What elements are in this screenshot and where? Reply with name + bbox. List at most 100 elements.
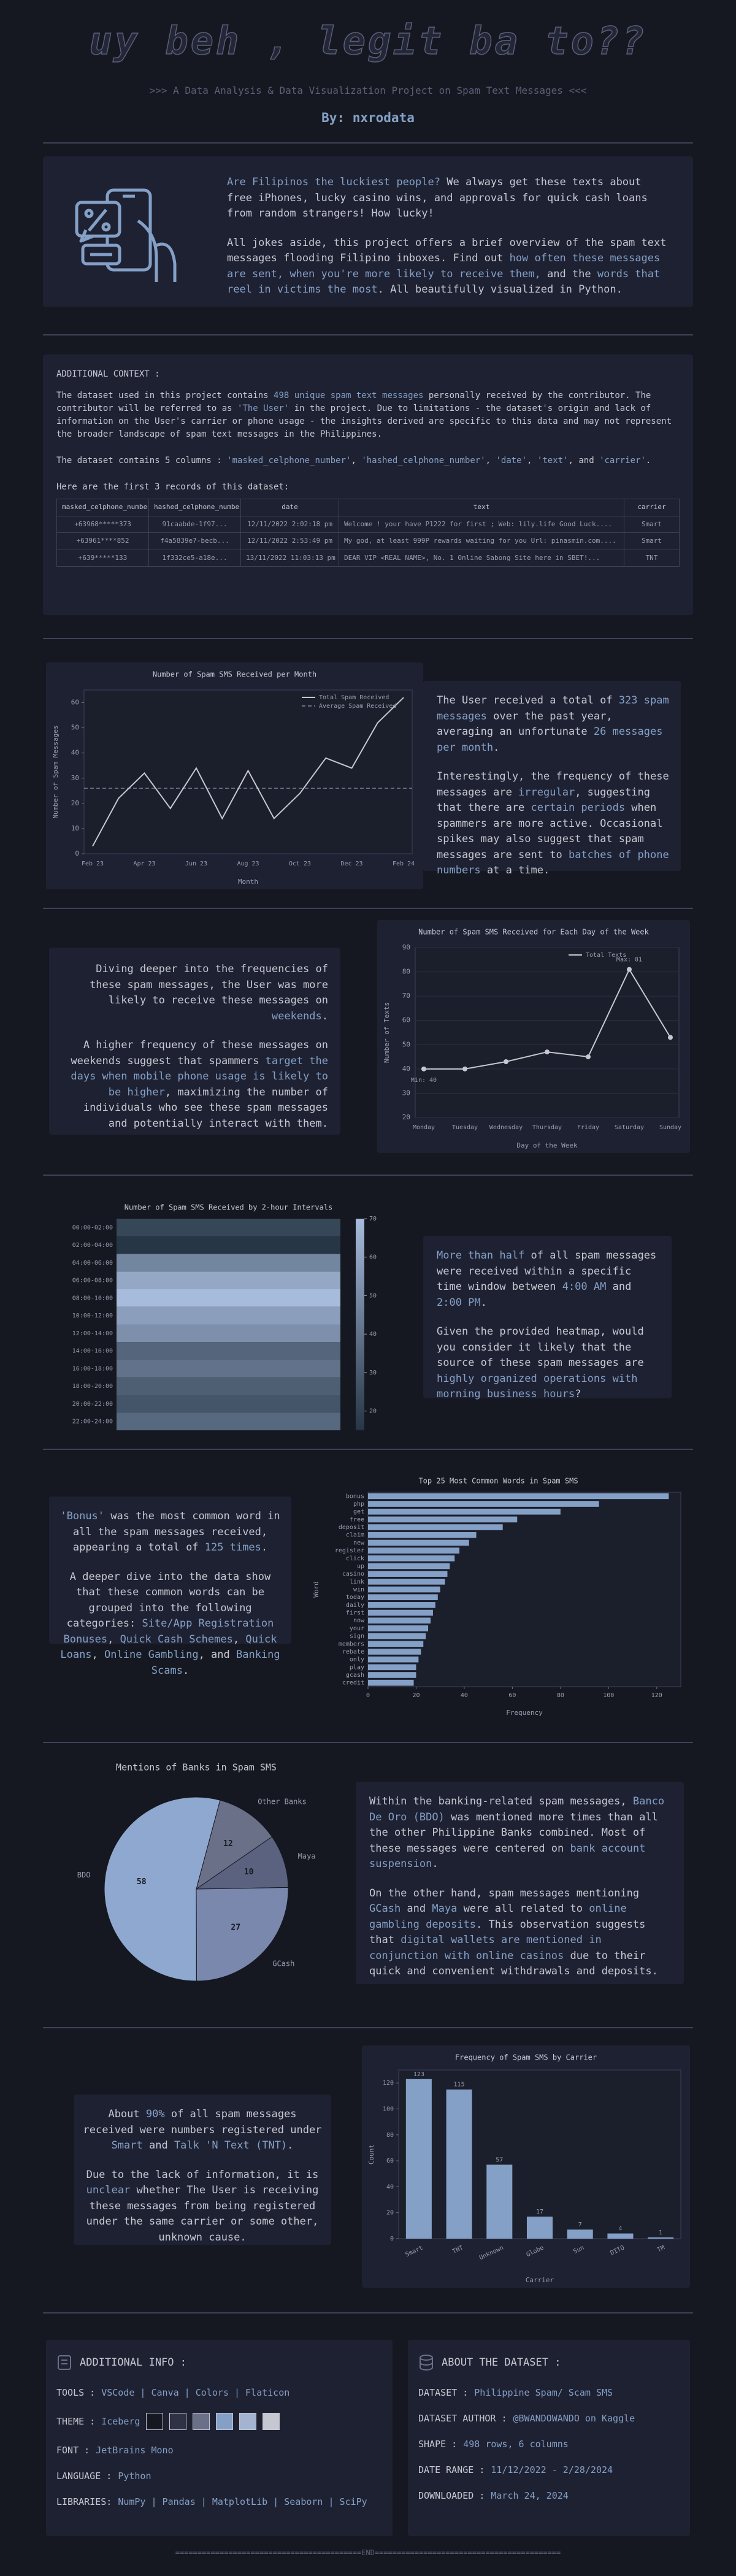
text: The dataset used in this project contain…: [56, 391, 274, 401]
text: .: [287, 2139, 294, 2152]
colorbar-label: 60: [369, 1254, 377, 1261]
divider: [43, 334, 693, 335]
text-panel: [74, 2095, 331, 2245]
text: The User received a total of: [437, 694, 619, 707]
divider: [43, 908, 693, 909]
text: personally received by the contributor. …: [56, 391, 651, 413]
carrier-text: About 90% of all spam messages received …: [83, 2107, 322, 2259]
weekly-text: Diving deeper into the frequencies of th…: [61, 962, 328, 1145]
point: [586, 1054, 591, 1060]
annotation: Min: 40: [411, 1077, 437, 1084]
y-tick-label: 30: [71, 774, 79, 782]
legend-label: Average Spam Received: [319, 703, 396, 710]
point: [421, 1066, 426, 1071]
highlight-text: Banking Scams: [151, 1649, 280, 1677]
y-tick-label: now: [353, 1617, 365, 1624]
y-tick-label: credit: [342, 1680, 364, 1687]
info-label: LANGUAGE :: [56, 2471, 112, 2482]
slice-label: GCash: [272, 1959, 294, 1968]
paragraph: 'Bonus' was the most common word in all …: [58, 1509, 282, 1556]
color-swatch: [263, 2413, 280, 2430]
paragraph: Are Filipinos the luckiest people? We al…: [227, 175, 669, 222]
text: . This observation suggests that: [369, 1918, 646, 1947]
point: [668, 1035, 673, 1040]
text: at a time.: [480, 864, 550, 876]
table-cell: +639*****133: [56, 549, 149, 567]
bar: [368, 1633, 426, 1639]
highlight-text: bank account suspension: [369, 1842, 646, 1871]
highlight-text: certain periods: [531, 802, 626, 814]
slice-label: BDO: [77, 1871, 91, 1879]
info-row: SHAPE : 498 rows, 6 columns: [418, 2439, 679, 2450]
header-row: masked_celphone_number hashed_celphone_nu…: [56, 499, 680, 516]
x-tick-label: Thursday: [532, 1124, 562, 1131]
text: was mentioned more times than all the ot…: [369, 1811, 658, 1855]
color-swatch: [169, 2413, 187, 2430]
table-cell: 13/11/2022 11:03:13 pm: [240, 549, 339, 567]
text: and: [606, 1281, 632, 1293]
y-axis-label: Number of Spam Messages: [52, 725, 59, 818]
info-label: SHAPE :: [418, 2439, 458, 2450]
y-tick-label: 50: [402, 1040, 410, 1048]
subtitle: >>> A Data Analysis & Data Visualization…: [149, 85, 587, 96]
paragraph: Interestingly, the frequency of these me…: [437, 769, 670, 879]
text: ,: [485, 456, 496, 466]
bar: [368, 1531, 477, 1538]
dataset-block: ABOUT THE DATASET : DATASET : Philippine S…: [418, 2356, 679, 2516]
y-tick-label: up: [357, 1563, 364, 1570]
spam-icon: [75, 188, 177, 282]
x-tick-label: Globe: [526, 2244, 545, 2258]
info-value: Python: [118, 2471, 151, 2482]
bar: [368, 1586, 440, 1593]
info-value: 11/12/2022 - 2/28/2024: [491, 2464, 613, 2475]
text: , suggesting that there are: [437, 786, 651, 815]
highlight-text: 'text': [537, 456, 569, 466]
paragraph: A deeper dive into the data show that th…: [58, 1570, 282, 1679]
y-tick-label: 80: [386, 2132, 394, 2139]
colorbar-label: 30: [369, 1370, 377, 1376]
info-label: DATASET :: [418, 2387, 469, 2398]
heat-cell: [117, 1395, 340, 1413]
bar: [368, 1641, 424, 1647]
y-tick-label: 60: [386, 2158, 394, 2164]
column-header: carrier: [624, 499, 680, 516]
weekly-chart: Number of Spam SMS Received for Each Day…: [383, 928, 681, 1150]
slice-value: 10: [244, 1868, 254, 1877]
text: , maximizing the number of individuals w…: [83, 1086, 328, 1130]
paragraph: Diving deeper into the frequencies of th…: [61, 962, 328, 1024]
row-label: 20:00-22:00: [72, 1401, 113, 1408]
bar: [368, 1508, 561, 1515]
text: when spammers are more active. Occasiona…: [437, 802, 663, 861]
text-panel: [423, 681, 681, 871]
bar: [368, 1524, 503, 1530]
highlight-text: 90%: [145, 2108, 165, 2120]
heat-cell: [117, 1236, 340, 1254]
colorbar: [356, 1219, 364, 1430]
info-value: VSCode | Canva | Colors | Flaticon: [101, 2387, 290, 2398]
x-tick-label: TNT: [451, 2244, 464, 2255]
x-tick-label: Wednesday: [489, 1124, 523, 1131]
info-label: DOWNLOADED :: [418, 2490, 485, 2501]
text: ,: [351, 456, 362, 466]
table-cell: f4a5839e7-becb...: [148, 532, 241, 550]
table-row: +63968*****373 91caabde-1f97... 12/11/2022…: [56, 515, 680, 533]
y-axis-label: Number of Texts: [383, 1002, 391, 1063]
text: whether The User is receiving these mess…: [86, 2184, 319, 2244]
context-text: The dataset used in this project contain…: [56, 389, 680, 467]
info-row: DATASET AUTHOR : @BWANDOWANDO on Kaggle: [418, 2413, 679, 2424]
highlight-text: 'carrier': [599, 456, 646, 466]
table-cell: TNT: [624, 549, 680, 567]
text: . All beautifully visualized in Python.: [377, 283, 623, 296]
legend-label: Total Spam Received: [319, 694, 389, 701]
x-tick-label: Apr 23: [133, 861, 155, 867]
pie-slice: [196, 1887, 289, 1982]
y-tick-label: 40: [71, 749, 79, 757]
highlight-text: online gambling deposits: [369, 1903, 627, 1931]
bar-value-label: 1: [659, 2229, 662, 2236]
x-axis-label: Carrier: [526, 2276, 554, 2284]
context-panel: [43, 355, 693, 615]
highlight-text: unclear: [86, 2184, 131, 2196]
block-heading: ADDITIONAL INFO :: [80, 2356, 186, 2369]
chart-title: Frequency of Spam SMS by Carrier: [455, 2053, 597, 2062]
highlight-text: Maya: [432, 1903, 458, 1915]
